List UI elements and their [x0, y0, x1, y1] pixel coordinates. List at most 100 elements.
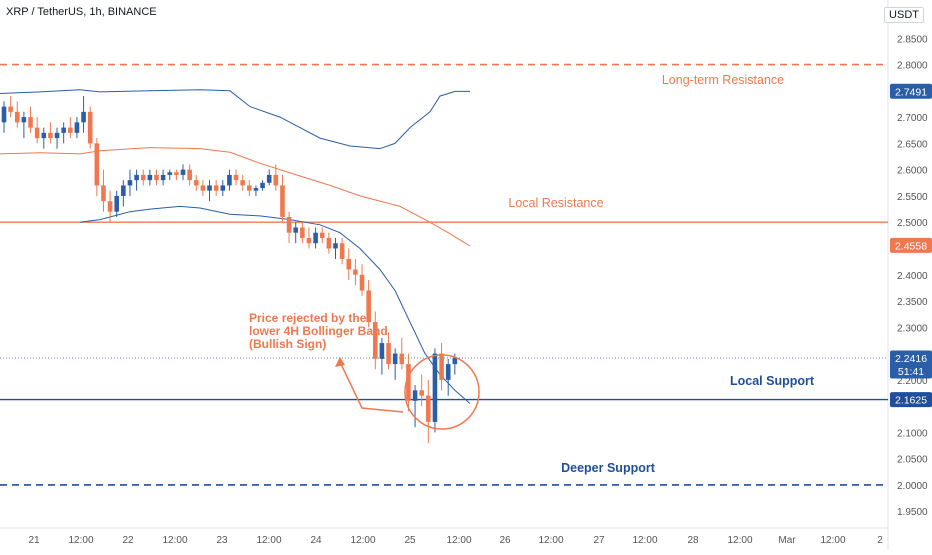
candle-body: [61, 127, 66, 133]
bollinger-upper-band: [0, 89, 470, 150]
x-tick-label: 27: [593, 535, 605, 546]
x-tick-label: 12:00: [820, 535, 845, 546]
candle-body: [121, 185, 126, 196]
candle-body: [452, 357, 458, 365]
candle-body: [412, 390, 418, 401]
candle-body: [293, 227, 299, 233]
candle-body: [260, 182, 265, 189]
x-tick-label: 24: [310, 535, 322, 546]
x-tick-label: 12:00: [632, 535, 657, 546]
x-tick-label: 25: [404, 535, 416, 546]
annotation-text: (Bullish Sign): [249, 337, 326, 351]
x-tick-label: 12:00: [162, 535, 187, 546]
x-tick-label: 12:00: [350, 535, 375, 546]
candle-body: [313, 232, 318, 244]
candle-body: [233, 174, 239, 181]
candle-body: [399, 353, 405, 365]
candle-body: [386, 343, 391, 365]
candle-body: [154, 174, 159, 181]
level-label: Long-term Resistance: [662, 73, 784, 87]
candle-body: [147, 174, 153, 181]
candle-body: [14, 111, 20, 123]
candle-body: [227, 174, 232, 186]
price-tag: [890, 83, 932, 99]
candle-body: [266, 174, 272, 183]
bollinger-lower-band: [79, 205, 471, 404]
candle-body: [101, 185, 106, 202]
price-tag-value: 2.2416: [895, 353, 927, 365]
candle-body: [392, 353, 398, 365]
candle-body: [280, 185, 285, 217]
level-label: Deeper Support: [561, 461, 656, 475]
price-tag-countdown: 51:41: [898, 366, 924, 378]
currency-badge[interactable]: USDT: [884, 7, 924, 23]
x-tick-label: 12:00: [727, 535, 752, 546]
candle-body: [220, 185, 226, 191]
candle-body: [114, 195, 120, 212]
price-tag-value: 2.1625: [895, 395, 927, 407]
price-tag: [890, 392, 932, 408]
y-tick-label: 2.3500: [897, 297, 928, 308]
y-tick-label: 2.0500: [897, 455, 928, 466]
arrow-head: [335, 357, 345, 367]
y-tick-label: 2.8000: [897, 61, 928, 72]
x-tick-label: 28: [687, 535, 699, 546]
bollinger-middle-band: [0, 147, 471, 247]
candle-body: [54, 132, 60, 139]
candle-body: [74, 122, 80, 133]
candle-body: [359, 274, 365, 291]
level-label: Local Resistance: [508, 196, 603, 210]
candle-body: [339, 243, 345, 259]
candle-body: [379, 343, 385, 359]
annotation-text: Price rejected by the: [249, 311, 367, 325]
candle-body: [207, 185, 212, 191]
x-tick-label: 23: [216, 535, 228, 546]
candle-body: [8, 106, 13, 112]
symbol-title: XRP / TetherUS, 1h, BINANCE: [6, 6, 157, 18]
y-tick-label: 2.6000: [897, 166, 928, 177]
x-tick-label: 22: [122, 535, 134, 546]
rejection-circle: [404, 354, 480, 430]
candle-body: [174, 172, 179, 175]
candle-body: [200, 185, 206, 191]
x-tick-label: 12:00: [256, 535, 281, 546]
level-label: Local Support: [730, 374, 815, 388]
x-tick-label: 12:00: [446, 535, 471, 546]
candle-body: [253, 188, 259, 191]
y-tick-label: 2.5500: [897, 192, 928, 203]
price-tag: [890, 350, 932, 379]
candle-body: [41, 132, 47, 139]
candle-body: [107, 201, 113, 212]
x-tick-label: 12:00: [68, 535, 93, 546]
candle-body: [300, 227, 305, 238]
candle-body: [353, 269, 358, 275]
candle-body: [48, 132, 53, 139]
candle-body: [366, 290, 371, 323]
candle-body: [286, 216, 292, 233]
x-tick-label: 21: [28, 535, 40, 546]
candle-body: [426, 395, 431, 422]
price-tag-value: 2.7491: [895, 86, 927, 98]
candle-body: [34, 127, 40, 139]
annotation-text: lower 4H Bollinger Band: [249, 324, 388, 338]
price-tag: [890, 237, 932, 253]
candle-body: [160, 174, 166, 181]
candle-body: [445, 364, 451, 380]
candle-body: [273, 174, 279, 186]
candle-body: [68, 127, 73, 133]
candle-body: [346, 258, 352, 270]
candle-body: [134, 174, 139, 181]
candle-body: [94, 143, 100, 186]
candle-body: [213, 185, 219, 191]
candle-body: [81, 111, 86, 123]
y-tick-label: 2.1000: [897, 428, 928, 439]
y-tick-label: 2.7000: [897, 113, 928, 124]
candle-body: [372, 322, 378, 359]
candle-body: [439, 353, 444, 380]
candle-body: [419, 390, 424, 396]
y-tick-label: 2.4000: [897, 271, 928, 282]
candle-body: [140, 174, 146, 181]
candle-body: [167, 172, 173, 175]
